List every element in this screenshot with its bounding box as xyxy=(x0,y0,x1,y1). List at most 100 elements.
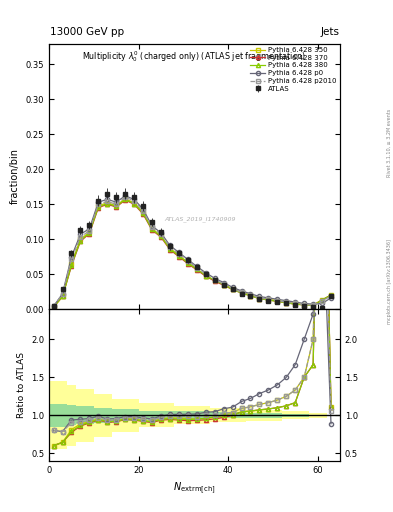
Pythia 6.428 350 xyxy=(266,296,271,303)
Pythia 6.428 370 xyxy=(69,263,74,269)
Pythia 6.428 350 xyxy=(257,295,262,301)
Pythia 6.428 380 xyxy=(293,301,298,307)
Pythia 6.428 p2010 xyxy=(141,208,145,215)
Bar xyxy=(309,413,327,418)
Pythia 6.428 p2010 xyxy=(167,244,172,250)
Pythia 6.428 350 xyxy=(284,299,288,305)
Pythia 6.428 380 xyxy=(167,246,172,252)
Bar xyxy=(282,414,309,417)
Pythia 6.428 380 xyxy=(78,238,83,244)
Pythia 6.428 380 xyxy=(69,262,74,268)
Pythia 6.428 380 xyxy=(311,303,316,309)
Pythia 6.428 380 xyxy=(266,297,271,303)
Pythia 6.428 350 xyxy=(167,245,172,251)
Text: 13000 GeV pp: 13000 GeV pp xyxy=(50,27,124,37)
Pythia 6.428 p2010 xyxy=(203,271,208,277)
Pythia 6.428 370 xyxy=(123,197,128,203)
Pythia 6.428 p2010 xyxy=(275,297,280,304)
Pythia 6.428 350 xyxy=(212,278,217,284)
Pythia 6.428 p0 xyxy=(248,291,253,297)
Pythia 6.428 380 xyxy=(203,272,208,279)
Pythia 6.428 p0 xyxy=(221,280,226,286)
Text: Rivet 3.1.10, ≥ 3.2M events: Rivet 3.1.10, ≥ 3.2M events xyxy=(387,109,392,178)
Pythia 6.428 370 xyxy=(203,273,208,279)
Text: ATLAS_2019_I1740909: ATLAS_2019_I1740909 xyxy=(165,216,236,222)
Pythia 6.428 p2010 xyxy=(293,301,298,307)
Pythia 6.428 370 xyxy=(141,211,145,217)
Pythia 6.428 p2010 xyxy=(257,295,262,301)
Bar xyxy=(49,404,58,426)
Pythia 6.428 350 xyxy=(176,252,181,259)
Pythia 6.428 380 xyxy=(239,290,244,296)
Pythia 6.428 370 xyxy=(302,302,307,308)
Pythia 6.428 350 xyxy=(311,302,316,308)
Pythia 6.428 p2010 xyxy=(266,296,271,303)
Bar xyxy=(58,404,67,426)
Pythia 6.428 p0 xyxy=(105,196,110,202)
Bar xyxy=(210,409,246,422)
Bar xyxy=(67,385,76,445)
Pythia 6.428 350 xyxy=(78,236,83,242)
Pythia 6.428 370 xyxy=(114,204,119,210)
Pythia 6.428 p2010 xyxy=(230,286,235,292)
Pythia 6.428 p2010 xyxy=(105,198,110,204)
Pythia 6.428 350 xyxy=(96,203,101,209)
Bar xyxy=(139,403,174,428)
Pythia 6.428 p2010 xyxy=(212,276,217,283)
Pythia 6.428 370 xyxy=(96,205,101,211)
Pythia 6.428 350 xyxy=(105,200,110,206)
Pythia 6.428 p0 xyxy=(51,303,56,309)
Pythia 6.428 p0 xyxy=(114,199,119,205)
Pythia 6.428 p2010 xyxy=(302,302,307,308)
Pythia 6.428 p2010 xyxy=(51,303,56,309)
Pythia 6.428 380 xyxy=(329,292,333,298)
Pythia 6.428 p2010 xyxy=(284,299,288,305)
Pythia 6.428 380 xyxy=(248,293,253,299)
Pythia 6.428 350 xyxy=(123,196,128,202)
Pythia 6.428 350 xyxy=(132,200,136,206)
Pythia 6.428 380 xyxy=(51,304,56,310)
Bar xyxy=(246,410,282,420)
Pythia 6.428 p0 xyxy=(132,196,136,202)
Pythia 6.428 380 xyxy=(221,282,226,288)
Pythia 6.428 380 xyxy=(87,230,92,236)
Pythia 6.428 380 xyxy=(132,201,136,207)
Pythia 6.428 380 xyxy=(302,302,307,308)
Bar xyxy=(58,381,67,450)
Line: Pythia 6.428 370: Pythia 6.428 370 xyxy=(51,198,333,309)
Bar xyxy=(174,406,210,424)
Pythia 6.428 380 xyxy=(141,210,145,217)
Pythia 6.428 350 xyxy=(320,297,324,303)
Bar xyxy=(210,412,246,418)
Pythia 6.428 350 xyxy=(114,203,119,209)
Pythia 6.428 p2010 xyxy=(329,293,333,299)
Pythia 6.428 380 xyxy=(105,201,110,207)
Pythia 6.428 380 xyxy=(159,233,163,240)
Pythia 6.428 p0 xyxy=(176,249,181,255)
Pythia 6.428 370 xyxy=(87,230,92,237)
Pythia 6.428 p0 xyxy=(123,193,128,199)
Pythia 6.428 p2010 xyxy=(221,281,226,287)
Text: mcplots.cern.ch [arXiv:1306.3436]: mcplots.cern.ch [arXiv:1306.3436] xyxy=(387,239,392,324)
Pythia 6.428 p2010 xyxy=(69,255,74,262)
Pythia 6.428 370 xyxy=(329,292,333,298)
Pythia 6.428 p0 xyxy=(69,253,74,260)
Bar xyxy=(76,406,94,424)
Pythia 6.428 p2010 xyxy=(195,265,199,271)
Pythia 6.428 380 xyxy=(176,253,181,259)
Bar xyxy=(139,411,174,420)
Pythia 6.428 350 xyxy=(275,297,280,304)
Pythia 6.428 370 xyxy=(60,293,65,300)
Pythia 6.428 370 xyxy=(51,304,56,310)
Bar xyxy=(49,381,58,450)
Pythia 6.428 370 xyxy=(293,301,298,307)
Pythia 6.428 p0 xyxy=(150,223,154,229)
Y-axis label: Ratio to ATLAS: Ratio to ATLAS xyxy=(17,352,26,418)
Pythia 6.428 p2010 xyxy=(78,234,83,240)
Pythia 6.428 p0 xyxy=(275,296,280,303)
Y-axis label: fraction/bin: fraction/bin xyxy=(10,148,20,204)
Bar xyxy=(174,412,210,419)
Pythia 6.428 p2010 xyxy=(176,251,181,257)
Pythia 6.428 350 xyxy=(329,292,333,298)
Pythia 6.428 370 xyxy=(185,261,190,267)
